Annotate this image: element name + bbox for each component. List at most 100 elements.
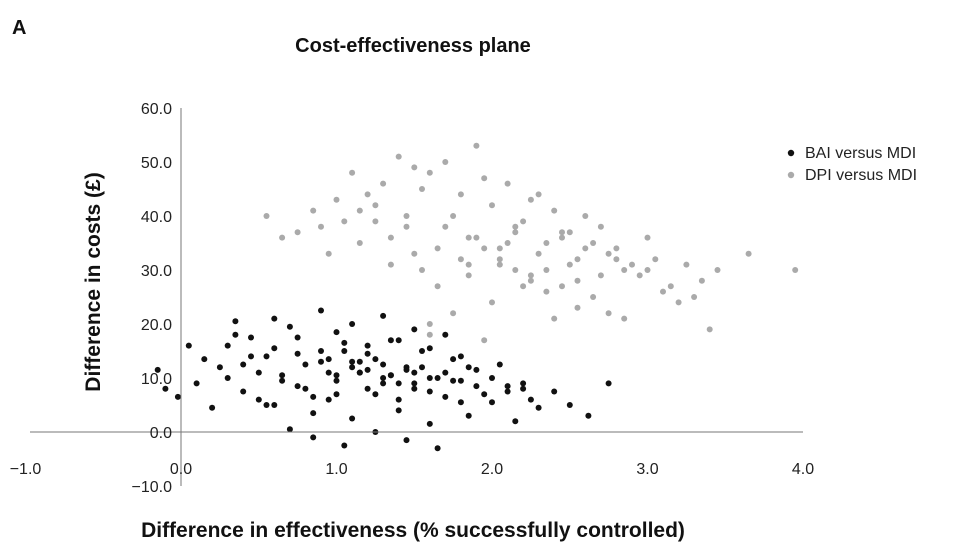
point-bai-19 [310,410,317,417]
point-bai-64 [442,331,449,338]
point-bai-26 [364,350,371,357]
point-dpi-77 [597,272,604,279]
point-dpi-57 [559,283,565,290]
point-dpi-96 [527,272,534,279]
point-dpi-34 [457,191,464,198]
point-dpi-3 [341,218,348,225]
point-bai-60 [380,312,387,319]
point-dpi-45 [597,223,604,230]
point-bai-21 [325,396,332,403]
point-bai-13 [263,402,270,408]
point-bai-63 [426,345,433,352]
point-bai-53 [232,318,239,325]
point-dpi-87 [574,256,581,263]
point-bai-10 [240,388,247,395]
point-bai-91 [325,356,332,363]
point-bai-12 [255,369,262,376]
point-bai-100 [372,356,379,363]
point-bai-66 [286,426,293,433]
point-dpi-61 [590,294,597,300]
point-bai-4 [193,380,200,387]
point-bai-109 [457,399,464,406]
point-dpi-83 [473,234,480,241]
point-bai-2 [174,393,181,400]
y-tick-label-5: 40.0 [141,209,172,226]
point-dpi-23 [652,256,659,263]
point-bai-78 [364,366,371,373]
point-dpi-80 [387,234,394,241]
point-dpi-28 [745,250,752,257]
point-dpi-16 [543,267,550,273]
point-bai-79 [395,380,402,387]
y-tick-label-0: −10.0 [132,479,173,496]
point-dpi-84 [496,245,503,252]
point-dpi-71 [419,267,425,273]
point-bai-22 [333,372,340,379]
point-bai-72 [325,369,332,376]
point-bai-96 [520,385,527,392]
point-bai-33 [419,348,425,354]
point-dpi-60 [574,304,581,311]
point-bai-7 [216,364,223,371]
point-bai-1 [162,385,169,392]
point-bai-42 [489,399,495,406]
point-dpi-41 [566,229,573,236]
x-tick-label-0: −1.0 [10,461,42,478]
point-dpi-52 [496,261,503,268]
point-bai-56 [318,307,324,314]
point-dpi-10 [450,213,457,219]
point-dpi-75 [535,250,542,257]
point-bai-30 [395,407,402,414]
y-tick-label-3: 20.0 [141,317,172,334]
point-bai-38 [457,377,464,384]
point-bai-17 [294,383,301,390]
point-dpi-64 [318,223,324,230]
point-dpi-92 [644,267,651,273]
point-bai-67 [310,434,317,441]
point-bai-34 [426,420,433,427]
point-bai-9 [232,331,239,338]
point-dpi-76 [566,261,573,268]
point-dpi-82 [442,223,449,230]
point-dpi-67 [450,310,457,317]
point-dpi-63 [605,310,612,317]
legend-marker-1 [787,171,795,179]
chart-title: Cost-effectiveness plane [295,35,531,57]
point-bai-113 [380,361,387,368]
point-bai-0 [154,366,161,373]
point-dpi-40 [551,207,558,214]
point-dpi-79 [706,326,713,333]
point-bai-80 [426,375,433,381]
point-bai-20 [318,358,324,365]
point-bai-93 [387,372,394,379]
point-bai-65 [457,353,464,360]
point-bai-77 [333,377,340,384]
x-tick-label-4: 3.0 [636,461,658,478]
point-dpi-27 [714,267,721,273]
point-dpi-86 [543,240,550,246]
y-tick-label-7: 60.0 [141,101,172,118]
point-bai-102 [465,364,472,371]
point-bai-27 [372,391,379,398]
point-dpi-36 [489,202,495,209]
point-dpi-81 [403,213,410,219]
point-dpi-20 [605,250,612,257]
point-bai-24 [349,415,356,422]
point-dpi-24 [667,283,674,290]
point-bai-3 [185,342,192,349]
legend-marker-0 [787,149,795,157]
point-dpi-38 [520,218,527,225]
point-dpi-43 [395,153,402,160]
point-dpi-39 [535,191,542,198]
point-dpi-50 [380,180,387,187]
point-bai-103 [271,402,278,408]
point-dpi-85 [512,229,519,236]
point-bai-35 [434,375,441,381]
point-bai-41 [481,391,488,398]
y-tick-label-2: 10.0 [141,371,172,388]
point-dpi-89 [356,207,363,214]
point-bai-81 [255,396,262,403]
point-bai-86 [442,369,449,376]
point-bai-57 [333,329,340,336]
point-dpi-13 [496,256,503,263]
